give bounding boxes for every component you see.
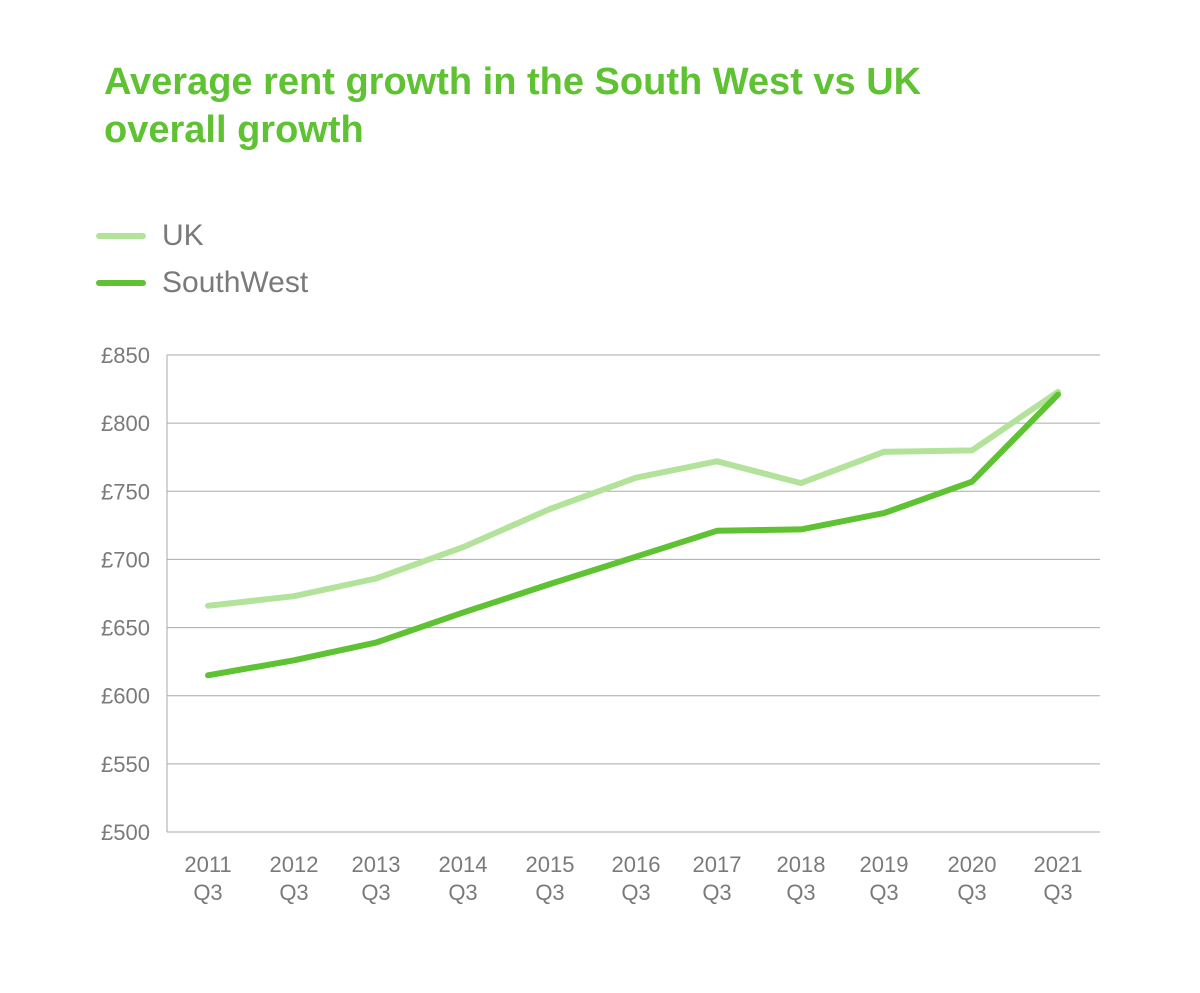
y-tick-label: £800: [101, 411, 150, 436]
x-tick-label: 2021 Q3: [1034, 852, 1083, 905]
x-tick-label: 2011 Q3: [184, 852, 231, 905]
y-tick-label: £550: [101, 752, 150, 777]
legend: UK SouthWest: [96, 212, 308, 306]
x-tick-label: 2016 Q3: [612, 852, 661, 905]
legend-label-southwest: SouthWest: [162, 265, 309, 299]
series-line-uk: [205, 388, 1061, 609]
x-tick-label: 2014 Q3: [439, 852, 488, 905]
x-tick-label: 2020 Q3: [948, 852, 997, 905]
legend-swatch-southwest: [96, 279, 146, 286]
x-tick-label: 2013 Q3: [352, 852, 401, 905]
y-tick-label: £650: [101, 616, 150, 641]
x-tick-label: 2015 Q3: [526, 852, 575, 905]
legend-item-uk: UK: [96, 212, 308, 259]
legend-label-uk: UK: [162, 218, 204, 252]
chart-title: Average rent growth in the South West vs…: [104, 61, 922, 151]
y-tick-label: £850: [101, 343, 150, 368]
series-line-southwest: [205, 391, 1061, 679]
y-tick-label: £600: [101, 684, 150, 709]
x-tick-label: 2017 Q3: [693, 852, 742, 905]
y-tick-label: £700: [101, 547, 150, 572]
x-tick-label: 2018 Q3: [777, 852, 826, 905]
legend-swatch-uk: [96, 232, 146, 239]
x-tick-label: 2012 Q3: [270, 852, 319, 905]
y-tick-label: £750: [101, 479, 150, 504]
x-tick-label: 2019 Q3: [860, 852, 909, 905]
legend-item-southwest: SouthWest: [96, 259, 308, 306]
y-tick-label: £500: [101, 820, 150, 845]
